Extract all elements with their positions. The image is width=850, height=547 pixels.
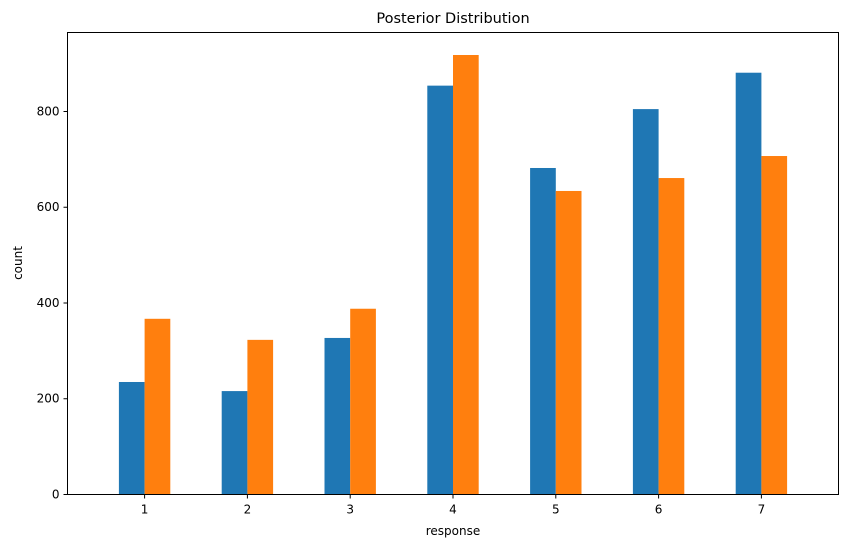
y-tick-label-200: 200 <box>37 392 60 406</box>
y-tick-label-400: 400 <box>37 296 60 310</box>
bar-series1-6 <box>632 109 659 495</box>
x-axis: 1 2 3 4 5 6 7 <box>141 494 766 517</box>
bar-series1-2 <box>221 391 248 495</box>
bar-series2-3 <box>350 308 376 495</box>
plot-area <box>118 55 788 495</box>
x-axis-label: response <box>426 524 481 538</box>
y-tick-label-800: 800 <box>37 104 60 118</box>
bar-series2-7 <box>761 156 788 495</box>
y-axis: 0 200 400 600 800 <box>37 104 68 502</box>
chart-title: Posterior Distribution <box>376 11 529 27</box>
bar-series2-6 <box>658 178 685 495</box>
bar-series1-7 <box>735 72 762 495</box>
x-tick-label-3: 3 <box>346 503 354 517</box>
bar-series1-3 <box>324 337 351 495</box>
bar-series1-5 <box>530 167 556 495</box>
x-tick-label-2: 2 <box>244 503 252 517</box>
plot-frame <box>67 32 839 495</box>
bar-series2-5 <box>555 190 582 495</box>
bar-series2-4 <box>453 55 479 495</box>
bar-series1-4 <box>427 85 453 495</box>
x-tick-label-6: 6 <box>655 503 663 517</box>
x-tick-label-1: 1 <box>141 503 149 517</box>
bar-series2-1 <box>144 318 171 495</box>
x-tick-label-4: 4 <box>449 503 457 517</box>
bar-series1-1 <box>118 381 145 495</box>
x-tick-label-7: 7 <box>758 503 766 517</box>
bar-series2-2 <box>247 339 274 495</box>
x-tick-label-5: 5 <box>552 503 560 517</box>
y-tick-label-0: 0 <box>52 488 60 502</box>
y-tick-label-600: 600 <box>37 200 60 214</box>
y-axis-label: count <box>11 246 25 280</box>
